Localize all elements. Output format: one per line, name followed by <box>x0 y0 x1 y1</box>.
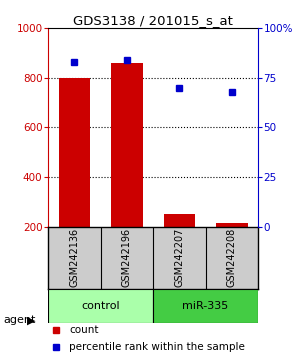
Bar <box>216 223 248 227</box>
Text: GSM242208: GSM242208 <box>227 228 237 287</box>
Text: GSM242207: GSM242207 <box>174 228 184 287</box>
Bar <box>153 289 258 323</box>
Text: GSM242196: GSM242196 <box>122 228 132 287</box>
Text: agent: agent <box>3 315 35 325</box>
Title: GDS3138 / 201015_s_at: GDS3138 / 201015_s_at <box>73 14 233 27</box>
Bar <box>164 214 195 227</box>
Text: miR-335: miR-335 <box>182 301 229 311</box>
Bar <box>48 289 153 323</box>
Text: ▶: ▶ <box>27 315 35 325</box>
Text: count: count <box>69 325 98 335</box>
Text: percentile rank within the sample: percentile rank within the sample <box>69 342 245 352</box>
Bar <box>58 78 90 227</box>
Bar <box>111 63 142 227</box>
Text: control: control <box>81 301 120 311</box>
Text: GSM242136: GSM242136 <box>69 228 79 287</box>
